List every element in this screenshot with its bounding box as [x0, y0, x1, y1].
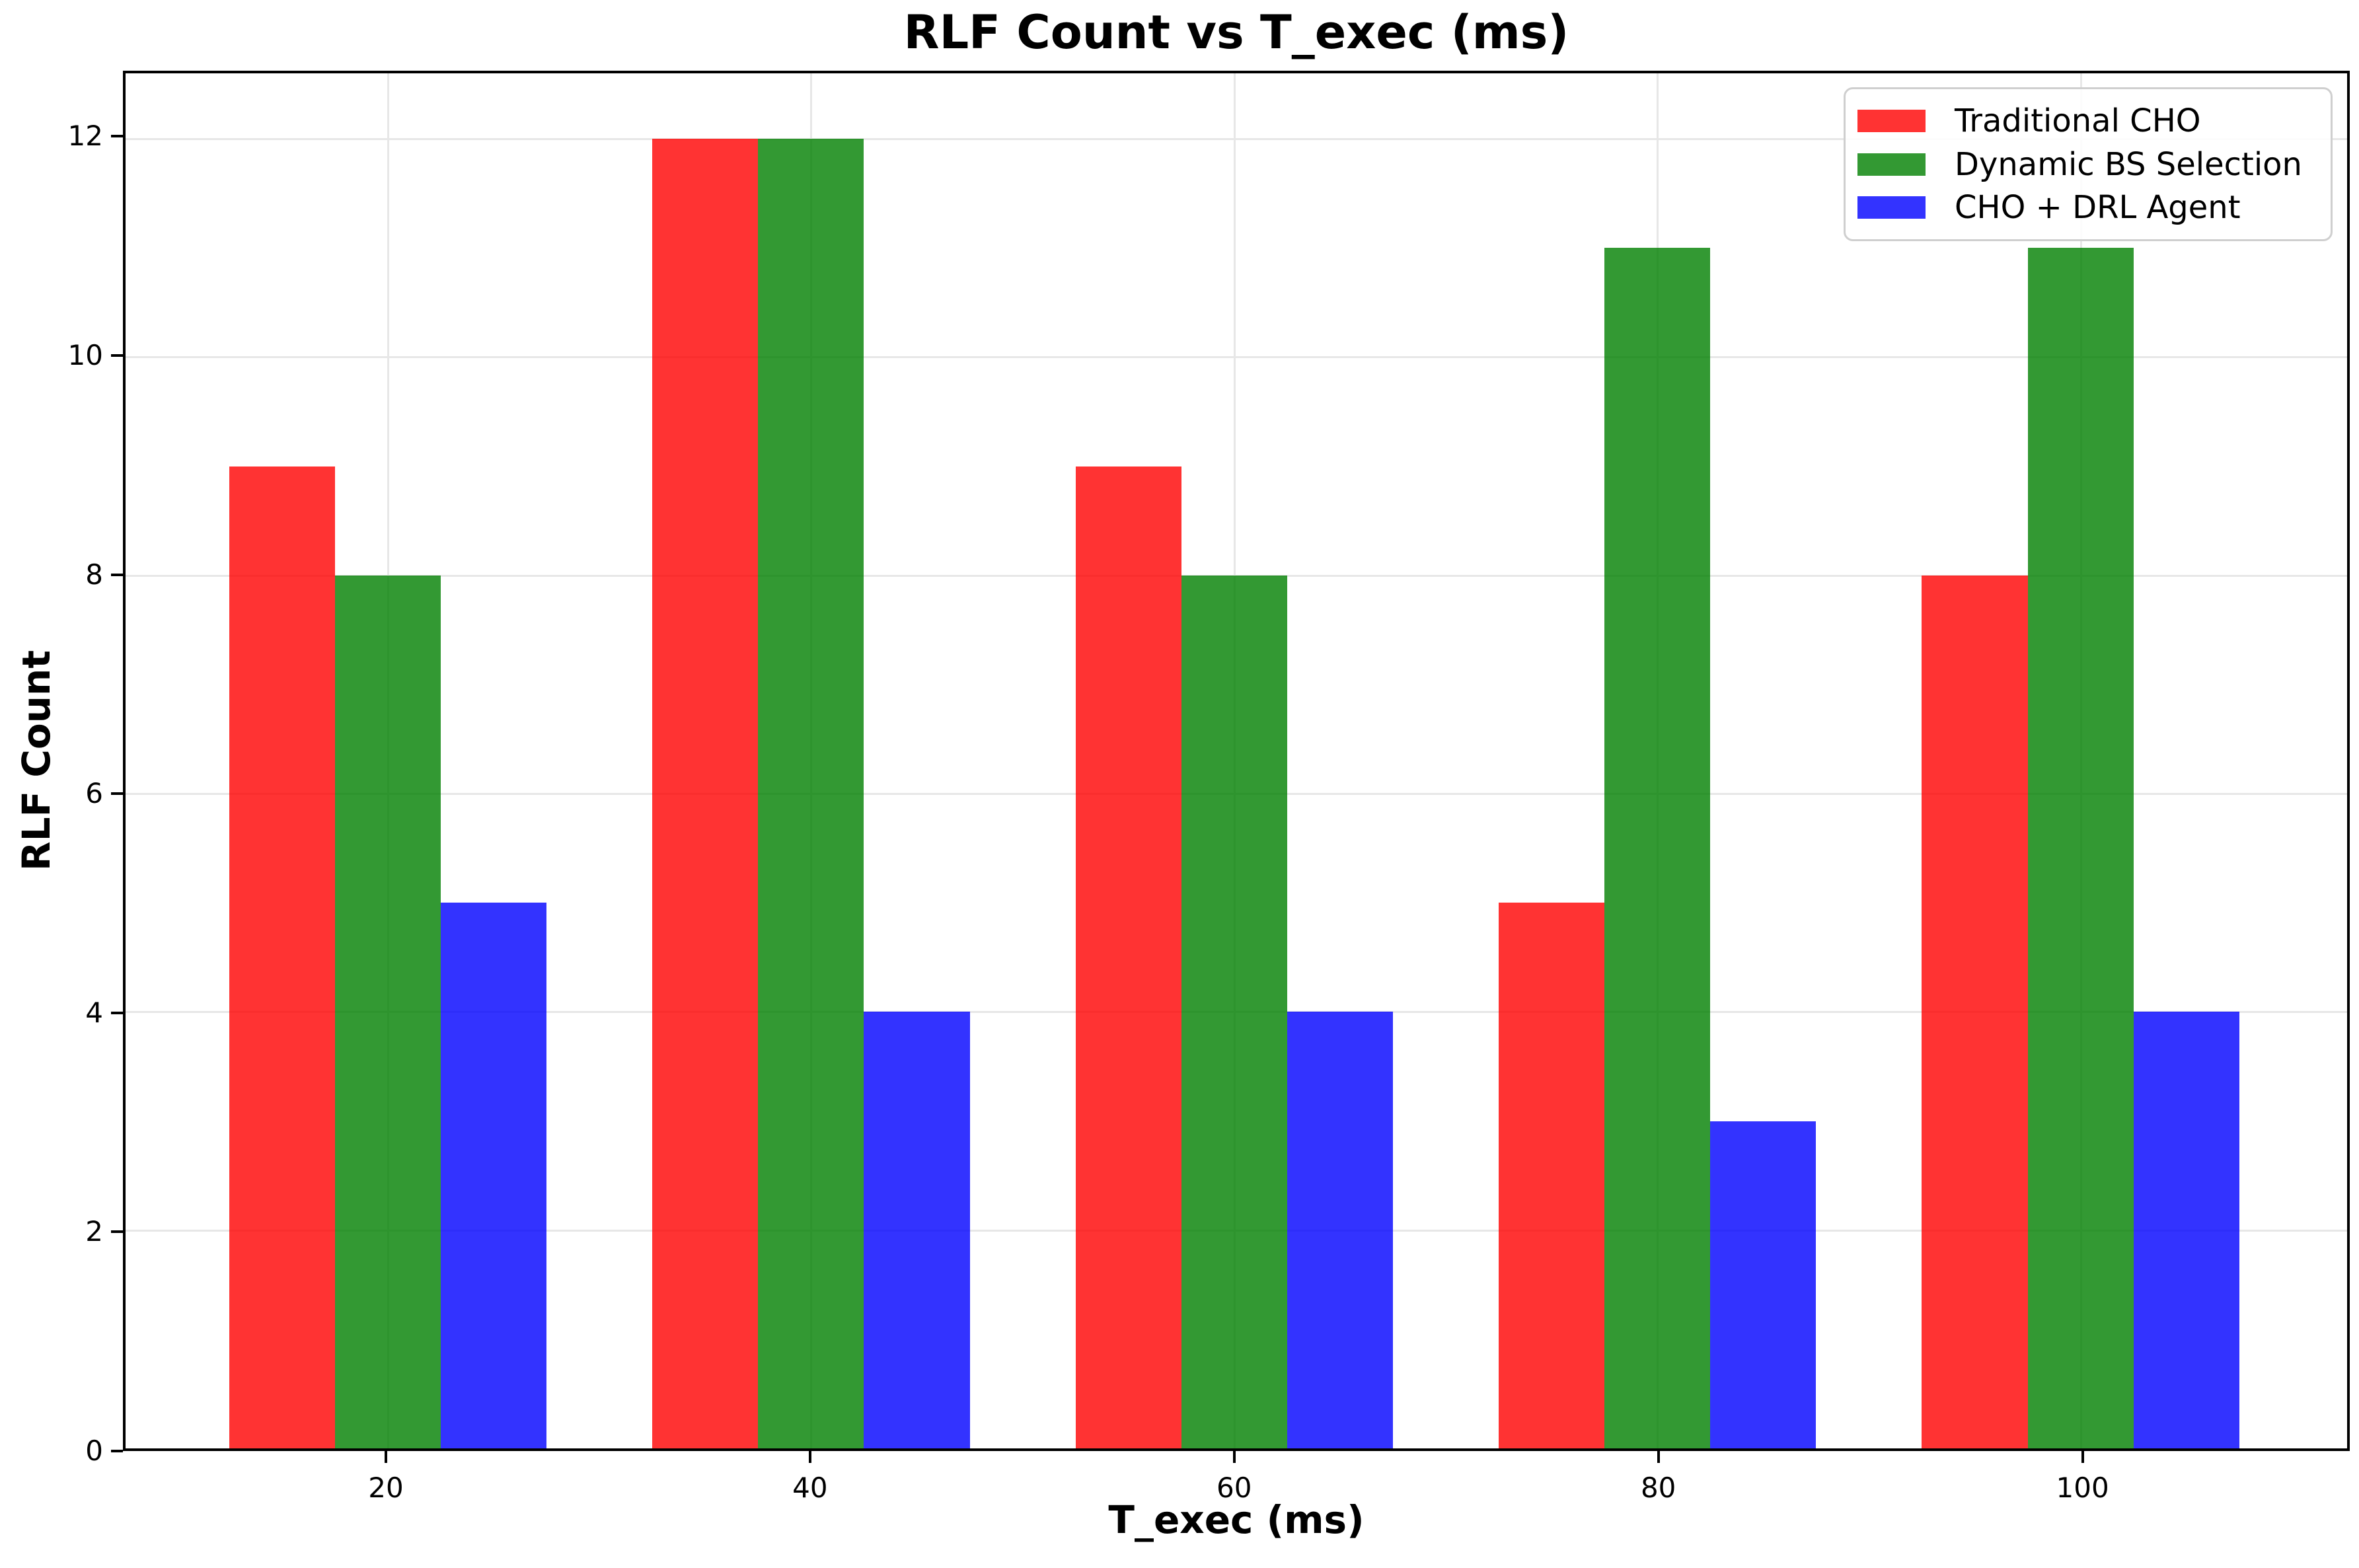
bar-dynamic-bs-selection	[334, 575, 441, 1448]
x-tick-label: 100	[2056, 1472, 2109, 1504]
legend-swatch	[1857, 196, 1926, 219]
y-tick-label: 12	[67, 120, 103, 153]
legend-label: Traditional CHO	[1955, 102, 2201, 139]
chart-title: RLF Count vs T_exec (ms)	[903, 5, 1569, 59]
x-tick-mark	[1657, 1451, 1660, 1463]
y-tick-mark	[111, 1011, 123, 1014]
y-gridline	[126, 138, 2347, 141]
bar-cho-drl-agent	[864, 1012, 970, 1448]
x-axis-label: T_exec (ms)	[1108, 1497, 1365, 1542]
bar-cho-drl-agent	[2133, 1012, 2239, 1448]
plot-area	[123, 71, 2350, 1451]
x-tick-label: 80	[1640, 1472, 1676, 1504]
y-tick-label: 8	[85, 558, 103, 591]
bar-cho-drl-agent	[1287, 1012, 1393, 1448]
bar-traditional-cho	[1075, 466, 1181, 1448]
y-tick-mark	[111, 354, 123, 357]
y-tick-label: 2	[85, 1215, 103, 1248]
legend-label: CHO + DRL Agent	[1955, 189, 2241, 227]
legend-item: CHO + DRL Agent	[1857, 192, 2324, 223]
legend: Traditional CHO Dynamic BS Selection CHO +…	[1844, 87, 2333, 241]
bar-dynamic-bs-selection	[2027, 248, 2134, 1448]
legend-swatch	[1857, 153, 1926, 176]
bar-dynamic-bs-selection	[758, 139, 864, 1448]
bar-cho-drl-agent	[1710, 1121, 1816, 1448]
legend-item: Dynamic BS Selection	[1857, 149, 2324, 180]
y-tick-label: 4	[85, 996, 103, 1029]
bar-traditional-cho	[229, 466, 335, 1448]
legend-item: Traditional CHO	[1857, 105, 2324, 137]
y-tick-label: 10	[67, 339, 103, 372]
y-tick-mark	[111, 573, 123, 576]
x-tick-mark	[1232, 1451, 1236, 1463]
y-axis-label: RLF Count	[14, 650, 59, 872]
legend-swatch	[1857, 109, 1926, 132]
y-tick-label: 0	[85, 1435, 103, 1467]
y-tick-mark	[111, 792, 123, 796]
legend-label: Dynamic BS Selection	[1955, 145, 2302, 183]
x-tick-label: 20	[368, 1472, 404, 1504]
x-tick-label: 60	[1217, 1472, 1252, 1504]
y-gridline	[126, 356, 2347, 359]
y-tick-mark	[111, 135, 123, 138]
x-tick-label: 40	[792, 1472, 828, 1504]
x-tick-mark	[2081, 1451, 2084, 1463]
y-tick-label: 6	[85, 777, 103, 810]
y-tick-mark	[111, 1230, 123, 1234]
bar-traditional-cho	[652, 139, 759, 1448]
bar-traditional-cho	[1499, 903, 1605, 1448]
x-tick-mark	[384, 1451, 387, 1463]
bar-traditional-cho	[1922, 575, 2028, 1448]
y-tick-mark	[111, 1450, 123, 1452]
x-tick-mark	[808, 1451, 811, 1463]
bar-cho-drl-agent	[441, 903, 547, 1448]
bar-dynamic-bs-selection	[1604, 248, 1711, 1448]
bar-dynamic-bs-selection	[1181, 575, 1287, 1448]
